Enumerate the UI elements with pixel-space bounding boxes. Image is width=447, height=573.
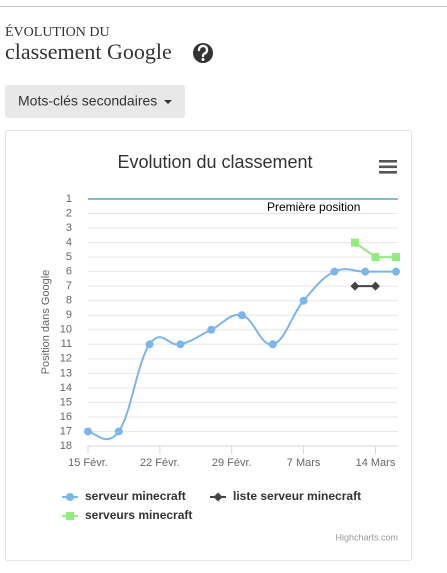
data-point <box>392 267 400 276</box>
y-tick-label: 13 <box>60 367 72 379</box>
data-point <box>299 296 308 305</box>
legend-marker <box>66 512 74 520</box>
chart-panel <box>5 130 412 561</box>
data-point <box>268 340 277 349</box>
x-tick-label: 22 Févr. <box>140 457 180 469</box>
data-point <box>145 340 154 349</box>
x-tick-label: 7 Mars <box>287 457 321 469</box>
y-tick-label: 18 <box>60 440 72 452</box>
legend-label[interactable]: liste serveur minecraft <box>233 489 361 503</box>
y-tick-label: 3 <box>66 222 72 234</box>
y-axis-title: Position dans Google <box>40 270 52 375</box>
y-tick-label: 16 <box>60 411 72 423</box>
legend-label[interactable]: serveur minecraft <box>85 489 186 503</box>
dropdown-button[interactable]: Mots-clés secondaires <box>5 85 185 118</box>
data-point <box>84 427 92 436</box>
data-point <box>176 340 185 349</box>
x-tick-label: 29 Févr. <box>212 457 252 469</box>
y-tick-label: 12 <box>60 353 72 365</box>
chart-title: Evolution du classement <box>117 152 312 172</box>
legend-label[interactable]: serveurs minecraft <box>85 508 192 522</box>
y-tick-label: 1 <box>66 193 72 205</box>
menu-icon[interactable] <box>379 160 397 174</box>
y-tick-label: 8 <box>66 295 72 307</box>
credit[interactable]: Highcharts.com <box>335 532 398 542</box>
data-point <box>207 325 216 334</box>
y-tick-label: 7 <box>66 280 72 292</box>
y-tick-label: 4 <box>66 236 72 248</box>
help-icon[interactable] <box>193 43 213 63</box>
legend-marker <box>66 493 74 501</box>
data-point <box>392 253 400 262</box>
data-point <box>114 427 123 436</box>
data-point <box>350 281 360 291</box>
legend-marker <box>213 492 223 502</box>
header-title: classement Google <box>5 39 172 64</box>
y-tick-label: 10 <box>60 324 72 336</box>
data-point <box>370 281 380 291</box>
y-tick-label: 9 <box>66 309 72 321</box>
y-tick-label: 17 <box>60 425 72 437</box>
data-point <box>350 238 359 247</box>
data-point <box>361 267 370 276</box>
y-tick-label: 6 <box>66 266 72 278</box>
y-tick-label: 14 <box>60 382 72 394</box>
y-tick-label: 2 <box>66 207 72 219</box>
y-tick-label: 5 <box>66 251 72 263</box>
data-point <box>371 253 380 262</box>
header-kicker: ÉVOLUTION DU <box>5 23 110 40</box>
data-point <box>238 311 246 320</box>
y-tick-label: 11 <box>61 338 72 350</box>
x-tick-label: 14 Mars <box>356 457 396 469</box>
plot-line-label: Première position <box>267 200 360 214</box>
button-label: Mots-clés secondaires <box>18 93 157 109</box>
x-tick-label: 15 Févr. <box>68 457 108 469</box>
data-point <box>330 267 339 276</box>
y-tick-label: 15 <box>60 396 72 408</box>
